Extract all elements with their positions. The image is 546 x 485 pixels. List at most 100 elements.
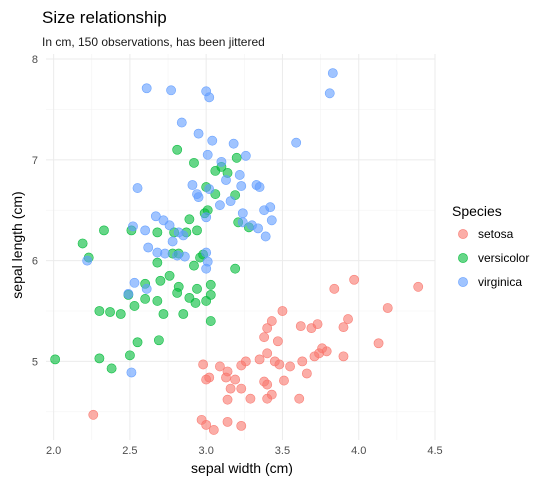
point-versicolor — [205, 316, 216, 326]
point-virginica — [187, 180, 198, 190]
point-setosa — [259, 332, 270, 343]
chart-title: Size relationship — [42, 8, 167, 27]
legend-label-setosa: setosa — [478, 227, 514, 241]
data-points — [50, 68, 424, 435]
point-setosa — [373, 338, 384, 349]
point-setosa — [349, 274, 360, 285]
legend-title: Species — [452, 203, 502, 219]
point-setosa — [285, 361, 295, 372]
point-setosa — [225, 383, 236, 394]
point-versicolor — [192, 225, 202, 236]
point-versicolor — [152, 257, 163, 268]
point-virginica — [141, 83, 152, 94]
point-setosa — [201, 419, 212, 430]
point-virginica — [207, 135, 218, 146]
point-versicolor — [77, 238, 88, 249]
point-versicolor — [155, 275, 166, 286]
point-virginica — [143, 242, 154, 253]
point-setosa — [295, 321, 306, 332]
point-versicolor — [132, 337, 143, 348]
point-versicolor — [230, 263, 241, 274]
point-virginica — [123, 288, 134, 299]
y-axis-label: sepal length (cm) — [9, 191, 25, 298]
point-virginica — [128, 221, 138, 232]
y-tick-label: 8 — [32, 54, 38, 66]
point-setosa — [240, 356, 251, 367]
point-virginica — [158, 215, 169, 226]
point-setosa — [277, 306, 288, 316]
point-setosa — [262, 323, 273, 334]
point-setosa — [301, 368, 312, 379]
point-versicolor — [205, 289, 216, 300]
point-setosa — [272, 336, 283, 347]
point-versicolor — [94, 353, 105, 364]
point-versicolor — [129, 301, 140, 311]
point-virginica — [150, 211, 161, 222]
y-tick-label: 6 — [32, 256, 38, 268]
y-axis-ticks: 5 6 7 8 — [32, 54, 38, 368]
x-tick-label: 4.5 — [427, 445, 442, 457]
point-versicolor — [115, 309, 126, 319]
point-virginica — [193, 192, 204, 203]
point-setosa — [262, 348, 273, 359]
legend-key-setosa — [458, 229, 468, 239]
point-versicolor — [94, 306, 105, 316]
point-versicolor — [106, 363, 117, 374]
point-versicolor — [152, 227, 163, 238]
point-virginica — [234, 170, 245, 180]
point-versicolor — [178, 309, 189, 319]
point-setosa — [266, 316, 277, 326]
point-versicolor — [158, 309, 169, 319]
point-setosa — [215, 361, 225, 372]
point-virginica — [225, 196, 236, 207]
legend-key-versicolor — [458, 253, 468, 263]
point-versicolor — [164, 270, 175, 281]
point-setosa — [338, 322, 349, 333]
point-setosa — [312, 319, 323, 329]
point-virginica — [201, 263, 212, 274]
point-virginica — [167, 236, 178, 247]
point-versicolor — [189, 157, 199, 168]
x-axis-label: sepal width (cm) — [191, 460, 293, 476]
point-versicolor — [105, 307, 115, 317]
point-virginica — [178, 230, 189, 241]
legend: Species setosa versicolor virginica — [452, 203, 529, 289]
point-setosa — [274, 359, 285, 370]
x-tick-label: 2.5 — [122, 445, 137, 457]
point-virginica — [141, 283, 152, 294]
point-virginica — [201, 212, 212, 223]
point-setosa — [222, 416, 233, 427]
plot-grid — [46, 54, 436, 440]
point-virginica — [237, 217, 248, 228]
point-setosa — [204, 372, 215, 383]
point-setosa — [236, 420, 247, 431]
point-setosa — [262, 379, 273, 390]
point-setosa — [245, 393, 256, 404]
x-tick-label: 2.0 — [46, 445, 61, 457]
point-setosa — [382, 303, 393, 313]
x-tick-label: 3.0 — [199, 445, 214, 457]
x-axis-ticks: 2.0 2.5 3.0 3.5 4.0 4.5 — [46, 445, 443, 457]
y-tick-label: 5 — [32, 356, 38, 368]
point-setosa — [236, 383, 247, 394]
point-versicolor — [205, 279, 216, 290]
point-virginica — [132, 183, 143, 193]
point-virginica — [265, 202, 276, 213]
point-virginica — [215, 200, 225, 211]
point-virginica — [201, 247, 212, 258]
point-setosa — [222, 366, 233, 377]
point-virginica — [327, 68, 338, 79]
point-virginica — [204, 92, 215, 103]
point-setosa — [413, 281, 424, 292]
point-virginica — [140, 225, 151, 236]
point-setosa — [208, 425, 219, 435]
point-setosa — [88, 409, 99, 420]
point-versicolor — [231, 152, 242, 163]
point-versicolor — [153, 335, 164, 346]
point-virginica — [221, 175, 231, 185]
point-setosa — [294, 393, 305, 404]
point-setosa — [297, 356, 308, 367]
point-virginica — [204, 184, 215, 194]
point-virginica — [82, 255, 93, 266]
